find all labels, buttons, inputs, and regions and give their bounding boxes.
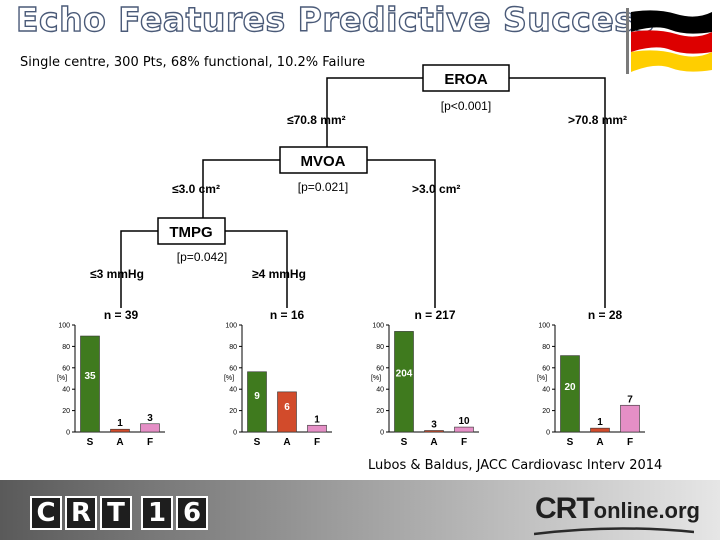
x-tick-label: S — [254, 437, 261, 448]
panel-n-label: n = 28 — [588, 308, 623, 322]
y-tick-label: 0 — [380, 430, 384, 437]
citation: Lubos & Baldus, JACC Cardiovasc Interv 2… — [368, 458, 663, 473]
x-tick-label: F — [461, 437, 467, 448]
x-tick-label: F — [314, 437, 320, 448]
x-tick-label: F — [147, 437, 153, 448]
y-tick-label: 60 — [229, 365, 237, 372]
bar-data-label: 1 — [597, 417, 603, 428]
bar-s — [247, 371, 267, 433]
crt16-logo: C R T 1 6 — [30, 496, 208, 530]
bar-f — [620, 404, 640, 433]
bar-s — [80, 335, 100, 433]
y-tick-label: 40 — [62, 387, 70, 394]
eroa-label: EROA — [444, 71, 488, 88]
bar-data-label: 20 — [564, 382, 576, 393]
y-tick-label: 80 — [62, 344, 70, 351]
x-tick-label: A — [596, 437, 603, 448]
crtonline-logo: CRTonline.org — [535, 492, 700, 526]
y-tick-label: 60 — [542, 365, 550, 372]
mvoa-label: MVOA — [301, 153, 346, 170]
bar-f — [140, 423, 160, 433]
crtonline-logo-crt: CRT — [535, 492, 595, 525]
bar-data-label: 3 — [431, 420, 437, 431]
tmpg-right-threshold: ≥4 mmHg — [252, 267, 306, 281]
mvoa-left-threshold: ≤3.0 cm² — [172, 182, 220, 196]
panel-n-label: n = 217 — [414, 308, 455, 322]
eroa-right-threshold: >70.8 mm² — [568, 113, 627, 127]
x-tick-label: S — [401, 437, 408, 448]
eroa-p-value: [p<0.001] — [441, 99, 491, 113]
bar-data-label: 10 — [458, 416, 470, 427]
y-tick-label: 60 — [376, 365, 384, 372]
y-tick-label: 0 — [66, 430, 70, 437]
y-tick-label: 100 — [372, 323, 384, 330]
bar-a — [424, 430, 444, 433]
crt16-logo-char: T — [100, 496, 132, 530]
panel-n-label: n = 39 — [104, 308, 139, 322]
y-tick-label: 20 — [229, 408, 237, 415]
decision-tree: EROA [p<0.001] ≤70.8 mm² >70.8 mm² MVOA … — [57, 64, 645, 448]
bar-data-label: 6 — [284, 402, 290, 413]
x-tick-label: S — [87, 437, 94, 448]
y-tick-label: 100 — [225, 323, 237, 330]
eroa-node — [422, 64, 510, 92]
crtonline-logo-domain: online.org — [593, 498, 700, 523]
bar-s — [394, 331, 414, 433]
y-tick-label: 40 — [542, 387, 550, 394]
y-tick-label: 20 — [542, 408, 550, 415]
slide-title: Echo Features Predictive Success — [15, 0, 655, 40]
bar-a — [110, 428, 130, 433]
y-tick-label: 80 — [376, 344, 384, 351]
mvoa-right-threshold: >3.0 cm² — [412, 182, 460, 196]
y-tick-label: 20 — [376, 408, 384, 415]
y-axis-label: [%] — [224, 375, 234, 382]
y-tick-label: 0 — [233, 430, 237, 437]
crt16-logo-char: 1 — [141, 496, 173, 530]
crt16-logo-char: R — [65, 496, 97, 530]
bar-f — [307, 424, 327, 433]
y-tick-label: 80 — [229, 344, 237, 351]
bar-data-label: 3 — [147, 413, 153, 424]
crt16-logo-char: C — [30, 496, 62, 530]
panel-n-label: n = 16 — [270, 308, 305, 322]
x-tick-label: A — [430, 437, 437, 448]
bar-data-label: 35 — [84, 371, 96, 382]
x-tick-label: F — [627, 437, 633, 448]
bar-a — [590, 427, 610, 433]
y-axis-label: [%] — [371, 375, 381, 382]
germany-flag-icon — [626, 8, 712, 74]
tmpg-label: TMPG — [169, 224, 212, 241]
bar-a — [277, 391, 297, 433]
crtonline-swoosh-icon — [534, 527, 694, 536]
y-tick-label: 100 — [58, 323, 70, 330]
tmpg-node — [157, 217, 226, 245]
y-tick-label: 60 — [62, 365, 70, 372]
y-axis-label: [%] — [57, 375, 67, 382]
bar-data-label: 204 — [396, 369, 413, 380]
x-tick-label: A — [116, 437, 123, 448]
footer-bar: C R T 1 6 CRTonline.org — [0, 480, 720, 540]
y-tick-label: 80 — [542, 344, 550, 351]
mvoa-node — [279, 146, 368, 174]
y-tick-label: 20 — [62, 408, 70, 415]
y-tick-label: 40 — [229, 387, 237, 394]
mvoa-p-value: [p=0.021] — [298, 180, 348, 194]
bar-data-label: 7 — [627, 394, 633, 405]
tmpg-left-threshold: ≤3 mmHg — [90, 267, 144, 281]
y-tick-label: 0 — [546, 430, 550, 437]
x-tick-label: A — [283, 437, 290, 448]
y-tick-label: 40 — [376, 387, 384, 394]
bar-data-label: 1 — [117, 418, 123, 429]
slide-subtitle: Single centre, 300 Pts, 68% functional, … — [20, 55, 365, 70]
y-tick-label: 100 — [538, 323, 550, 330]
crt16-logo-char: 6 — [176, 496, 208, 530]
y-axis-label: [%] — [537, 375, 547, 382]
bar-data-label: 9 — [254, 391, 260, 402]
bar-s — [560, 355, 580, 433]
bar-data-label: 1 — [314, 414, 320, 425]
eroa-left-threshold: ≤70.8 mm² — [287, 113, 346, 127]
bar-f — [454, 426, 474, 433]
x-tick-label: S — [567, 437, 574, 448]
tmpg-p-value: [p=0.042] — [177, 250, 227, 264]
